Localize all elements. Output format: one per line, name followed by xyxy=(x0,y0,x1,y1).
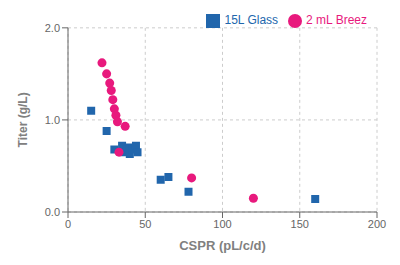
html-text:15L Glass: 15L Glass xyxy=(224,13,279,27)
svg-text:0: 0 xyxy=(65,218,71,230)
svg-text:CSPR (pL/c/d): CSPR (pL/c/d) xyxy=(179,238,266,253)
html-text:2 mL Breez: 2 mL Breez xyxy=(306,13,367,27)
svg-text:2.0: 2.0 xyxy=(45,22,60,34)
svg-text:200: 200 xyxy=(368,218,386,230)
svg-text:1.0: 1.0 xyxy=(45,114,60,126)
svg-text:100: 100 xyxy=(213,218,231,230)
svg-text:50: 50 xyxy=(139,218,151,230)
svg-text:Titer (g/L): Titer (g/L) xyxy=(16,92,30,147)
svg-text:0.0: 0.0 xyxy=(45,206,60,218)
svg-text:150: 150 xyxy=(291,218,309,230)
